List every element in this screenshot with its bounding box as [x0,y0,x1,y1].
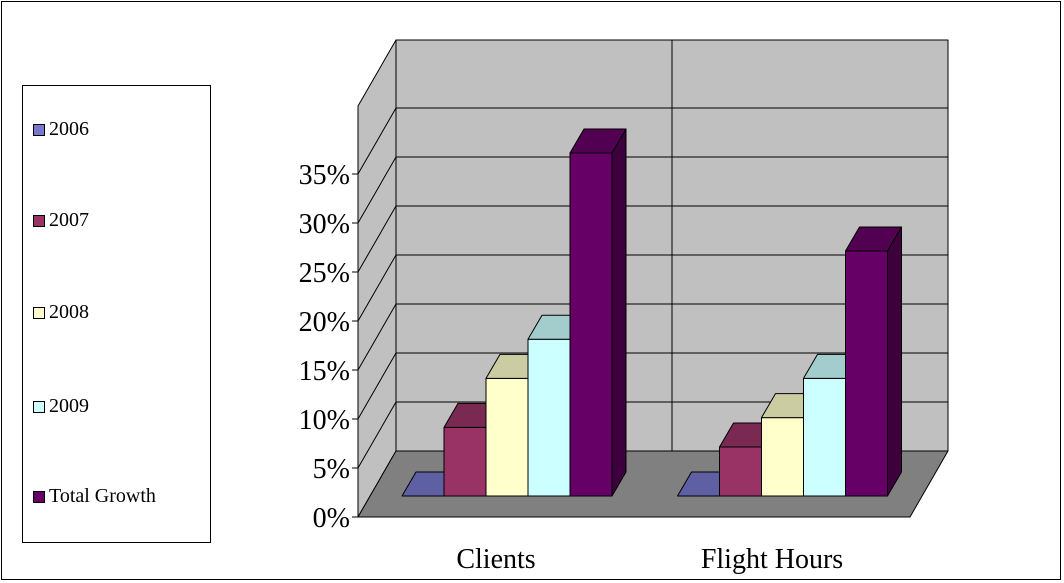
bar-side [611,128,627,497]
legend-item: 2009 [33,395,89,418]
bar-front [443,426,487,497]
legend-item: Total Growth [33,485,156,508]
legend-swatch [33,214,45,227]
bar-front [719,446,762,497]
y-tick-label: 15% [299,356,350,387]
x-category-label: Flight Hours [701,544,843,575]
bar-front [485,377,529,497]
y-tick-label: 5% [313,454,350,485]
gridline [357,156,397,224]
bar-front [527,338,571,497]
legend-label: 2007 [49,209,89,231]
bar-front [845,250,888,497]
bar-top [569,128,627,154]
bar-front [569,152,613,497]
x-category-label: Clients [456,544,535,575]
bar-front [803,377,846,497]
legend-swatch [33,400,45,413]
legend-label: 2006 [49,118,89,140]
gridline [357,205,397,273]
gridline [357,352,397,420]
legend-item: 2006 [33,118,89,141]
y-tick-label: 35% [299,160,350,191]
bar-side [887,226,902,497]
legend-item: 2008 [33,301,89,324]
side-wall [357,39,397,518]
gridline [357,401,397,469]
legend-label: 2008 [49,301,89,323]
y-tick-label: 30% [299,209,350,240]
legend-label: Total Growth [49,485,156,507]
y-tick-label: 0% [313,503,350,534]
bar-top [845,226,902,252]
legend-item: 2007 [33,209,89,232]
bar-front [761,417,804,497]
gridline [357,303,397,371]
legend-swatch [33,306,45,319]
gridline [357,107,397,175]
y-tick-label: 25% [299,258,350,289]
chart-legend: 2006 2007 2008 2009 Total Growth [22,85,211,543]
y-tick-label: 10% [299,405,350,436]
legend-swatch [33,123,45,136]
gridline [357,254,397,322]
legend-swatch [33,490,45,503]
y-tick-label: 20% [299,307,350,338]
legend-label: 2009 [49,395,89,417]
